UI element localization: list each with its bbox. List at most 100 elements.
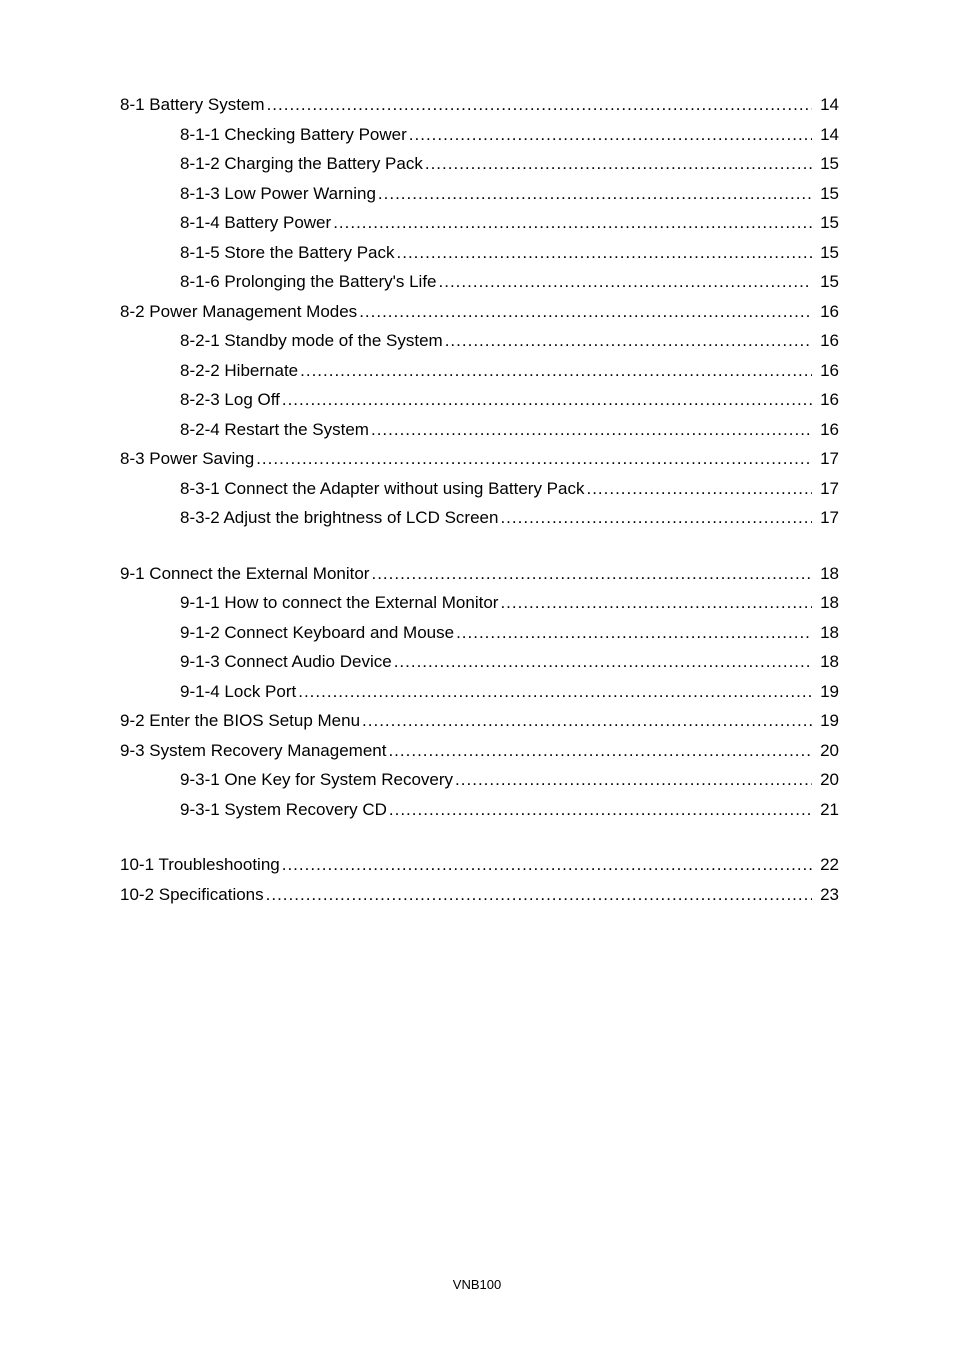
toc-entry: 9-3 System Recovery Management 20 (120, 741, 839, 761)
toc-label: 8-2-2 Hibernate (180, 361, 298, 381)
toc-label: 8-1-2 Charging the Battery Pack (180, 154, 423, 174)
toc-label: 8-2 Power Management Modes (120, 302, 357, 322)
toc-page-number: 18 (814, 623, 839, 643)
toc-entry: 8-2 Power Management Modes 16 (120, 302, 839, 322)
toc-leader-dots (378, 184, 812, 204)
toc-entry: 10-2 Specifications 23 (120, 885, 839, 905)
toc-entry: 8-1-1 Checking Battery Power 14 (120, 125, 839, 145)
footer-text: VNB100 (0, 1277, 954, 1292)
toc-page-number: 14 (814, 95, 839, 115)
toc-label: 8-3-2 Adjust the brightness of LCD Scree… (180, 508, 498, 528)
toc-page-number: 17 (814, 479, 839, 499)
toc-page-number: 19 (814, 682, 839, 702)
toc-leader-dots (371, 420, 812, 440)
toc-leader-dots (267, 95, 813, 115)
toc-entry: 8-1-4 Battery Power 15 (120, 213, 839, 233)
toc-leader-dots (439, 272, 813, 292)
toc-leader-dots (371, 564, 812, 584)
toc-page-number: 18 (814, 564, 839, 584)
toc-page-number: 21 (814, 800, 839, 820)
toc-leader-dots (456, 623, 812, 643)
toc-leader-dots (388, 741, 812, 761)
toc-label: 8-1 Battery System (120, 95, 265, 115)
toc-label: 8-3 Power Saving (120, 449, 254, 469)
toc-leader-dots (500, 593, 812, 613)
toc-label: 9-1 Connect the External Monitor (120, 564, 369, 584)
toc-page-number: 23 (814, 885, 839, 905)
toc-container: 8-1 Battery System 148-1-1 Checking Batt… (120, 95, 839, 905)
toc-page-number: 17 (814, 508, 839, 528)
toc-leader-dots (500, 508, 812, 528)
toc-leader-dots (282, 855, 812, 875)
toc-page-number: 17 (814, 449, 839, 469)
toc-page-number: 16 (814, 420, 839, 440)
toc-label: 9-1-2 Connect Keyboard and Mouse (180, 623, 454, 643)
page-content: 8-1 Battery System 148-1-1 Checking Batt… (0, 0, 954, 905)
toc-entry: 8-1-3 Low Power Warning 15 (120, 184, 839, 204)
toc-page-number: 15 (814, 243, 839, 263)
toc-entry: 9-1-2 Connect Keyboard and Mouse 18 (120, 623, 839, 643)
toc-entry: 8-3-2 Adjust the brightness of LCD Scree… (120, 508, 839, 528)
toc-leader-dots (586, 479, 812, 499)
toc-label: 10-1 Troubleshooting (120, 855, 280, 875)
toc-leader-dots (300, 361, 812, 381)
toc-label: 8-2-1 Standby mode of the System (180, 331, 443, 351)
toc-entry: 10-1 Troubleshooting 22 (120, 855, 839, 875)
toc-label: 9-1-4 Lock Port (180, 682, 296, 702)
toc-label: 8-2-4 Restart the System (180, 420, 369, 440)
toc-page-number: 16 (814, 390, 839, 410)
toc-label: 8-3-1 Connect the Adapter without using … (180, 479, 584, 499)
toc-label: 9-3-1 System Recovery CD (180, 800, 387, 820)
toc-page-number: 16 (814, 302, 839, 322)
toc-label: 8-1-5 Store the Battery Pack (180, 243, 395, 263)
toc-entry: 8-1-2 Charging the Battery Pack 15 (120, 154, 839, 174)
toc-label: 8-1-3 Low Power Warning (180, 184, 376, 204)
toc-page-number: 19 (814, 711, 839, 731)
toc-leader-dots (445, 331, 812, 351)
toc-leader-dots (397, 243, 813, 263)
toc-leader-dots (455, 770, 812, 790)
toc-entry: 8-3 Power Saving 17 (120, 449, 839, 469)
toc-page-number: 20 (814, 741, 839, 761)
toc-entry: 9-2 Enter the BIOS Setup Menu 19 (120, 711, 839, 731)
toc-label: 9-3 System Recovery Management (120, 741, 386, 761)
toc-entry: 8-2-4 Restart the System 16 (120, 420, 839, 440)
toc-entry: 8-2-2 Hibernate 16 (120, 361, 839, 381)
toc-entry: 9-3-1 System Recovery CD 21 (120, 800, 839, 820)
toc-leader-dots (266, 885, 812, 905)
toc-page-number: 15 (814, 272, 839, 292)
toc-label: 9-3-1 One Key for System Recovery (180, 770, 453, 790)
toc-page-number: 14 (814, 125, 839, 145)
toc-section-gap (120, 829, 839, 855)
toc-page-number: 20 (814, 770, 839, 790)
toc-page-number: 22 (814, 855, 839, 875)
toc-entry: 9-1-4 Lock Port 19 (120, 682, 839, 702)
toc-label: 8-1-6 Prolonging the Battery's Life (180, 272, 437, 292)
toc-label: 9-1-3 Connect Audio Device (180, 652, 392, 672)
toc-entry: 9-1 Connect the External Monitor 18 (120, 564, 839, 584)
toc-label: 8-1-4 Battery Power (180, 213, 331, 233)
toc-entry: 8-1-5 Store the Battery Pack 15 (120, 243, 839, 263)
toc-leader-dots (256, 449, 812, 469)
toc-leader-dots (362, 711, 812, 731)
toc-label: 9-1-1 How to connect the External Monito… (180, 593, 498, 613)
toc-leader-dots (359, 302, 812, 322)
toc-entry: 9-1-1 How to connect the External Monito… (120, 593, 839, 613)
toc-entry: 9-3-1 One Key for System Recovery 20 (120, 770, 839, 790)
toc-entry: 8-2-1 Standby mode of the System 16 (120, 331, 839, 351)
toc-section-gap (120, 538, 839, 564)
toc-page-number: 15 (814, 154, 839, 174)
toc-page-number: 18 (814, 593, 839, 613)
toc-page-number: 15 (814, 213, 839, 233)
toc-leader-dots (298, 682, 812, 702)
toc-label: 8-1-1 Checking Battery Power (180, 125, 407, 145)
toc-entry: 8-1-6 Prolonging the Battery's Life 15 (120, 272, 839, 292)
toc-leader-dots (282, 390, 812, 410)
toc-page-number: 16 (814, 331, 839, 351)
toc-page-number: 15 (814, 184, 839, 204)
toc-entry: 9-1-3 Connect Audio Device 18 (120, 652, 839, 672)
toc-leader-dots (394, 652, 812, 672)
toc-entry: 8-2-3 Log Off 16 (120, 390, 839, 410)
toc-entry: 8-1 Battery System 14 (120, 95, 839, 115)
toc-leader-dots (425, 154, 812, 174)
